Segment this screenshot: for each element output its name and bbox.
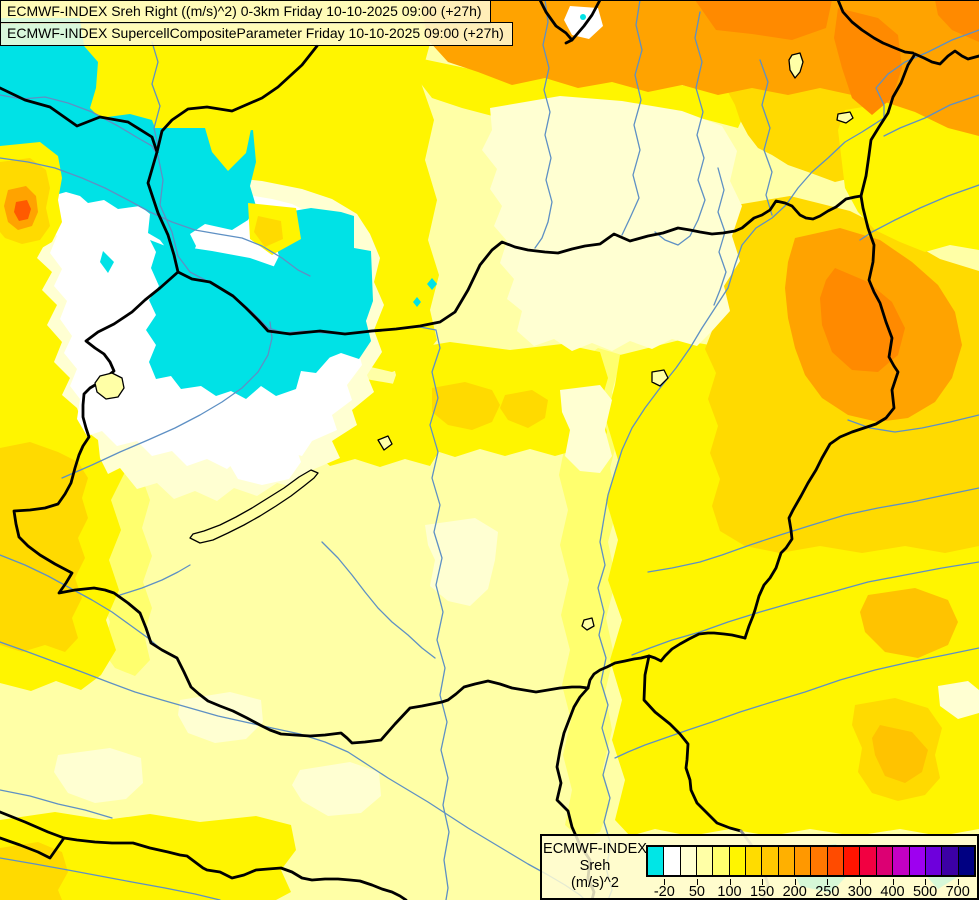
lake-small-ne2 bbox=[836, 111, 854, 124]
scale-tick-label: 400 bbox=[880, 884, 905, 900]
scale-tick-label: -20 bbox=[653, 884, 675, 900]
palette-swatch bbox=[811, 847, 828, 875]
scale-tick bbox=[892, 879, 894, 885]
lake-small-ne bbox=[788, 52, 804, 79]
scale-tick-label: 150 bbox=[749, 884, 775, 900]
amber-regions bbox=[860, 588, 958, 783]
palette-swatch bbox=[893, 847, 910, 875]
palette-swatch bbox=[827, 847, 845, 875]
scale-tick bbox=[957, 879, 959, 885]
palette-swatch bbox=[648, 847, 665, 875]
scale-tick-label: 300 bbox=[847, 884, 872, 900]
scale-tick-label: 250 bbox=[815, 884, 840, 900]
scale-tick bbox=[794, 879, 796, 885]
scale-tick-label: 50 bbox=[688, 884, 705, 900]
forecast-title-primary-text: ECMWF-INDEX Sreh Right ((m/s)^2) 0-3km F… bbox=[7, 3, 482, 19]
palette-swatch bbox=[958, 847, 974, 875]
scale-tick-label: 700 bbox=[945, 884, 970, 900]
palette-swatch bbox=[925, 847, 943, 875]
lake-small-center bbox=[581, 617, 595, 631]
forecast-title-secondary: ECMWF-INDEX SupercellCompositeParameter … bbox=[0, 22, 513, 46]
scale-tick bbox=[729, 879, 731, 885]
palette-swatch bbox=[762, 847, 779, 875]
lake-balaton bbox=[189, 469, 319, 544]
scale-tick-label: 500 bbox=[912, 884, 938, 900]
color-scale-legend: ECMWF-INDEX Sreh (m/s)^2 -20 50 100 150 200 2… bbox=[540, 834, 979, 900]
scale-tick bbox=[762, 879, 764, 885]
palette-swatch bbox=[713, 847, 730, 875]
legend-label-parameter: Sreh bbox=[579, 858, 611, 874]
scale-tick bbox=[827, 879, 829, 885]
palette-swatch bbox=[860, 847, 877, 875]
forecast-title-secondary-text: ECMWF-INDEX SupercellCompositeParameter … bbox=[7, 25, 504, 41]
lake-small-west bbox=[377, 435, 393, 451]
yellow-wedges bbox=[205, 128, 301, 255]
palette-swatch bbox=[778, 847, 796, 875]
lake-small-center2 bbox=[651, 369, 669, 387]
palette-swatch bbox=[876, 847, 894, 875]
palette-swatch bbox=[844, 847, 861, 875]
palette-swatch bbox=[942, 847, 959, 875]
dark-orange-regions bbox=[695, 0, 979, 372]
forecast-title-primary: ECMWF-INDEX Sreh Right ((m/s)^2) 0-3km F… bbox=[0, 0, 491, 24]
left-edge-warm-blob bbox=[0, 142, 62, 252]
scale-tick bbox=[925, 879, 927, 885]
lake-ferto bbox=[94, 372, 125, 400]
palette-swatch bbox=[729, 847, 747, 875]
palette-swatch bbox=[697, 847, 714, 875]
scale-tick bbox=[859, 879, 861, 885]
palette-swatch bbox=[680, 847, 698, 875]
palette-swatch bbox=[664, 847, 681, 875]
legend-label: ECMWF-INDEX Sreh (m/s)^2 bbox=[542, 841, 648, 892]
scale-tick bbox=[664, 879, 666, 885]
palette-swatch bbox=[909, 847, 926, 875]
legend-label-model: ECMWF-INDEX bbox=[543, 841, 647, 857]
scale-tick-label: 200 bbox=[782, 884, 807, 900]
color-scale-bar bbox=[646, 845, 976, 877]
palette-swatch bbox=[746, 847, 763, 875]
lakes bbox=[94, 52, 854, 631]
legend-label-unit: (m/s)^2 bbox=[571, 875, 619, 891]
palette-swatch bbox=[795, 847, 812, 875]
scale-tick bbox=[696, 879, 698, 885]
scale-tick-label: 100 bbox=[717, 884, 742, 900]
